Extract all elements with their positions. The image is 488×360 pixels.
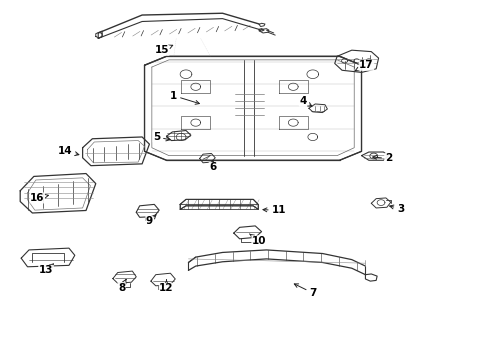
Text: 6: 6: [209, 160, 216, 172]
Text: 9: 9: [145, 215, 156, 226]
Text: 7: 7: [294, 284, 316, 298]
Text: 16: 16: [30, 193, 48, 203]
Text: 11: 11: [263, 206, 285, 216]
Text: 1: 1: [170, 91, 199, 104]
Text: 5: 5: [153, 132, 170, 142]
Text: 12: 12: [159, 280, 173, 293]
Text: 10: 10: [249, 234, 266, 246]
Text: 4: 4: [299, 96, 311, 106]
Text: 14: 14: [58, 146, 79, 156]
Text: 17: 17: [354, 60, 373, 71]
Text: 8: 8: [118, 279, 126, 293]
Text: 13: 13: [39, 264, 53, 275]
Text: 2: 2: [372, 153, 391, 163]
Text: 15: 15: [154, 45, 172, 55]
Text: 3: 3: [389, 204, 404, 214]
